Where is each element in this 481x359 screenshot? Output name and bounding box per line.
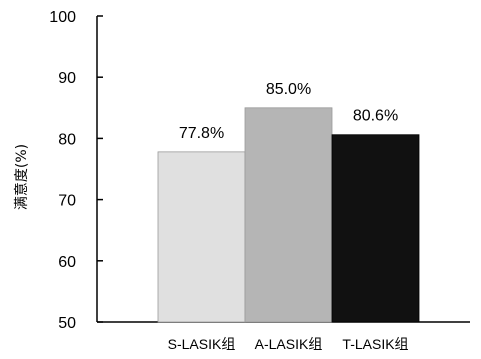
y-tick-label: 100 [49, 9, 76, 26]
bar-3 [331, 134, 420, 323]
x-tick-label-1: S-LASIK组 [168, 336, 236, 352]
y-tick-label: 60 [58, 254, 76, 271]
data-label-3: 80.6% [353, 108, 398, 125]
bar-1 [157, 151, 246, 323]
y-tick-label: 90 [58, 70, 76, 87]
x-tick-label-2: A-LASIK组 [255, 336, 323, 352]
y-tick-label: 50 [58, 315, 76, 332]
y-axis-title: 满意度(%) [13, 144, 30, 210]
y-axis: 50 60 70 80 90 100 [49, 9, 103, 332]
x-tick-label-3: T-LASIK组 [342, 336, 408, 352]
data-label-2: 85.0% [266, 81, 311, 98]
data-labels: 77.8% 85.0% 80.6% [179, 81, 398, 142]
y-tick-label: 70 [58, 193, 76, 210]
bar-2 [244, 107, 333, 323]
data-label-1: 77.8% [179, 125, 224, 142]
y-tick-label: 80 [58, 131, 76, 148]
x-axis: S-LASIK组 A-LASIK组 T-LASIK组 [97, 321, 470, 352]
bars [157, 107, 420, 323]
